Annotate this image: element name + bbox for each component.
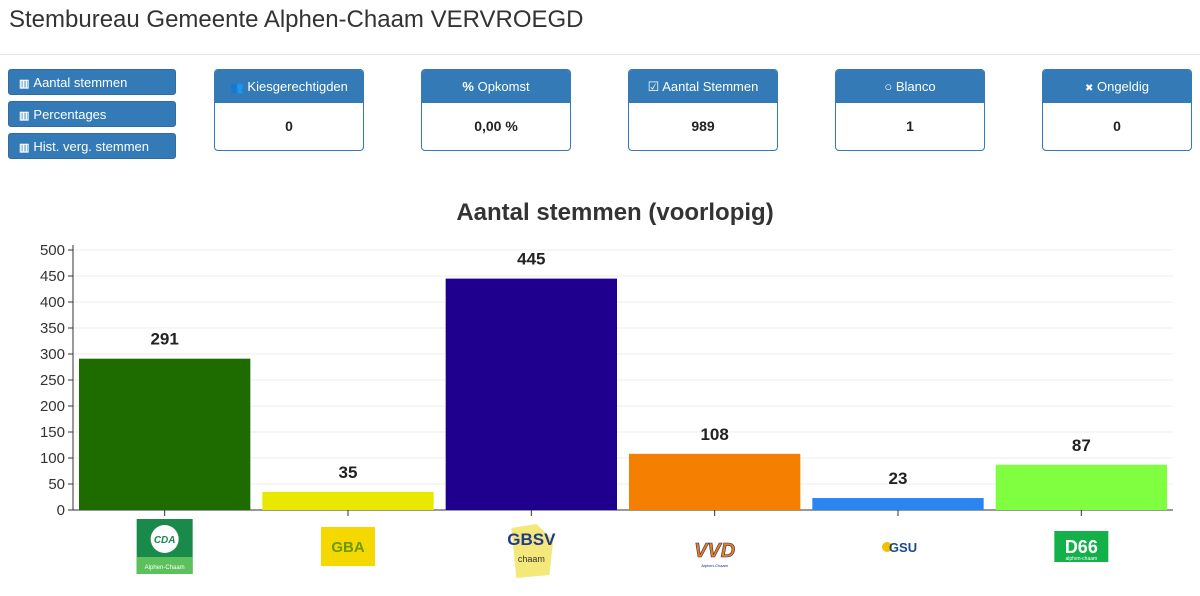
card-label: Kiesgerechtigden: [247, 79, 348, 94]
gbsv-logo-text: GBSV: [507, 530, 556, 549]
y-tick-label: 500: [40, 242, 65, 259]
check-square-icon: ☑: [647, 79, 660, 94]
y-tick-label: 50: [48, 476, 65, 493]
bar-gbsv: [445, 278, 617, 510]
data-label: 23: [889, 469, 908, 488]
gba-logo: [321, 527, 375, 566]
gbsv-logo: [511, 524, 554, 578]
button-label: Aantal stemmen: [33, 75, 128, 90]
button-label: Hist. verg. stemmen: [33, 139, 149, 154]
gsu-logo-icon: [882, 542, 892, 552]
card-value: 1: [906, 118, 914, 134]
card-label: Aantal Stemmen: [662, 79, 759, 94]
card-value: 0,00 %: [474, 118, 518, 134]
x-icon: ✖: [1084, 83, 1094, 94]
percent-icon: %: [462, 79, 474, 94]
gbsv-logo-sub: chaam: [518, 554, 545, 564]
data-label: 35: [339, 463, 358, 482]
circle-icon: ○: [884, 79, 893, 94]
card-ongeldig: ✖ Ongeldig 0: [1042, 69, 1192, 151]
bar-chart-icon: ▥: [19, 110, 30, 122]
aantal-stemmen-button[interactable]: ▥ Aantal stemmen: [8, 69, 176, 95]
card-value: 989: [691, 118, 715, 134]
percentages-button[interactable]: ▥ Percentages: [8, 101, 176, 127]
y-tick-label: 200: [40, 398, 65, 415]
hist-verg-stemmen-button[interactable]: ▥ Hist. verg. stemmen: [8, 133, 176, 159]
d66-logo-sub: alphen-chaam: [1065, 556, 1097, 562]
y-tick-label: 100: [40, 450, 65, 467]
y-tick-label: 350: [40, 320, 65, 337]
bar-cda: [79, 358, 251, 510]
y-tick-label: 150: [40, 424, 65, 441]
card-label: Ongeldig: [1096, 79, 1150, 94]
page-title: Stembureau Gemeente Alphen-Chaam VERVROE…: [9, 6, 584, 33]
bar-d66: [995, 464, 1167, 510]
cda-logo-text: CDA: [154, 535, 176, 546]
y-tick-label: 300: [40, 346, 65, 363]
cda-logo-circle: [150, 525, 179, 553]
bar-gba: [262, 491, 434, 510]
d66-logo: [1054, 531, 1109, 562]
chart-title: Aantal stemmen (voorlopig): [456, 199, 773, 226]
users-icon: 👥: [230, 82, 244, 94]
gsu-logo: GSU: [889, 540, 917, 555]
data-label: 291: [150, 330, 178, 349]
bar-gsu: [812, 498, 984, 510]
card-label: Blanco: [895, 79, 936, 94]
cda-logo-band: [136, 557, 193, 574]
y-tick-label: 0: [57, 502, 65, 519]
data-label: 445: [517, 250, 545, 269]
card-opkomst: % Opkomst 0,00 %: [421, 69, 571, 151]
gba-logo-text: GBA: [331, 539, 365, 556]
bar-chart-icon: ▥: [19, 142, 30, 154]
card-value: 0: [285, 118, 293, 134]
bar-chart-icon: ▥: [19, 78, 30, 90]
d66-logo-text: D66: [1065, 537, 1098, 557]
card-aantal-stemmen: ☑ Aantal Stemmen 989: [628, 69, 778, 151]
data-label: 108: [700, 425, 728, 444]
card-label: Opkomst: [477, 79, 530, 94]
divider: [0, 54, 1200, 55]
vvd-logo-sub: Alphen-Chaam: [701, 563, 728, 568]
cda-logo-sub: Alphen-Chaam: [145, 565, 185, 571]
card-value: 0: [1113, 118, 1121, 134]
y-tick-label: 450: [40, 268, 65, 285]
bar-vvd: [629, 453, 801, 510]
data-label: 87: [1072, 436, 1091, 455]
card-blanco: ○ Blanco 1: [835, 69, 985, 151]
button-label: Percentages: [33, 107, 107, 122]
card-kiesgerechtigden: 👥 Kiesgerechtigden 0: [214, 69, 364, 151]
y-tick-label: 400: [40, 294, 65, 311]
vvd-logo: VVD: [694, 540, 735, 562]
y-tick-label: 250: [40, 372, 65, 389]
